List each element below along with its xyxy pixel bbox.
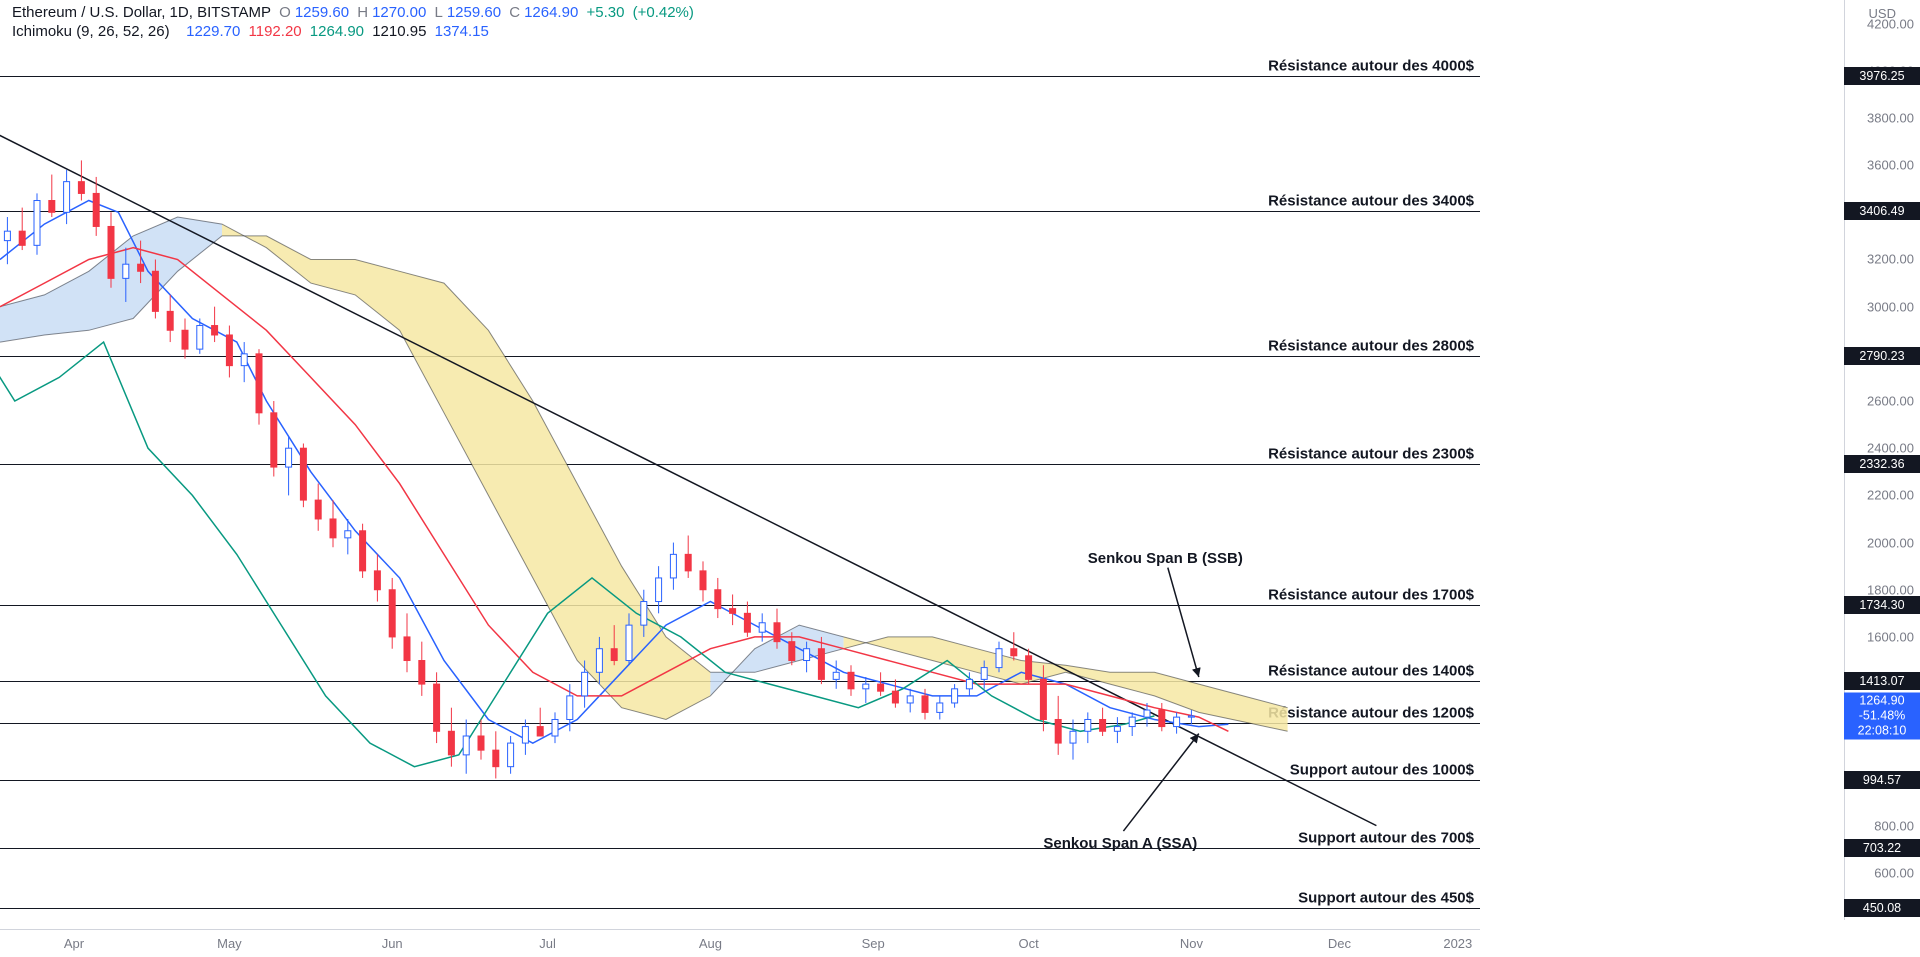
price-change: +5.30: [586, 4, 624, 21]
indicator-line: Ichimoku (9, 26, 52, 26) 1229.70 1192.20…: [12, 23, 698, 40]
y-tick: 2600.00: [1867, 394, 1914, 409]
price-level-label: 450.08: [1844, 899, 1920, 917]
y-tick: 2400.00: [1867, 441, 1914, 456]
indicator-name[interactable]: Ichimoku (9, 26, 52, 26): [12, 23, 170, 40]
y-tick: 2000.00: [1867, 535, 1914, 550]
y-tick: 1600.00: [1867, 629, 1914, 644]
y-tick: 3800.00: [1867, 110, 1914, 125]
x-tick: Dec: [1328, 936, 1351, 951]
price-change-pct: (+0.42%): [633, 4, 694, 21]
current-price-label: 1264.90-51.48%22:08:10: [1844, 692, 1920, 739]
y-tick: 3200.00: [1867, 252, 1914, 267]
ichimoku-v1: 1229.70: [186, 23, 240, 40]
price-level-label: 1413.07: [1844, 672, 1920, 690]
chart-plot-area[interactable]: Résistance autour des 4000$Résistance au…: [0, 0, 1480, 920]
y-tick: 2200.00: [1867, 488, 1914, 503]
y-tick: 1800.00: [1867, 582, 1914, 597]
y-tick: 3000.00: [1867, 299, 1914, 314]
y-tick: 3600.00: [1867, 158, 1914, 173]
ohlc-o: 1259.60: [295, 4, 349, 21]
y-axis[interactable]: USD 4200.004000.003800.003600.003400.003…: [1844, 0, 1920, 920]
x-tick: Jun: [382, 936, 403, 951]
x-tick: Oct: [1018, 936, 1038, 951]
y-tick: 600.00: [1874, 865, 1914, 880]
ichimoku-v5: 1374.15: [435, 23, 489, 40]
x-tick: Jul: [539, 936, 556, 951]
x-tick: Aug: [699, 936, 722, 951]
ohlc-l: 1259.60: [447, 4, 501, 21]
ohlc-o-label: O: [279, 4, 291, 21]
chart-canvas: [0, 0, 1480, 920]
ichimoku-v4: 1210.95: [372, 23, 426, 40]
symbol-name[interactable]: Ethereum / U.S. Dollar, 1D, BITSTAMP: [12, 4, 271, 21]
price-level-label: 3406.49: [1844, 202, 1920, 220]
y-tick: 800.00: [1874, 818, 1914, 833]
ichimoku-v2: 1192.20: [249, 23, 302, 40]
ohlc-c: 1264.90: [524, 4, 578, 21]
ichimoku-v3: 1264.90: [310, 23, 364, 40]
price-level-label: 3976.25: [1844, 67, 1920, 85]
ohlc-h: 1270.00: [372, 4, 426, 21]
x-tick: 2023: [1443, 936, 1472, 951]
x-axis[interactable]: Apr May Jun Jul Aug Sep Oct Nov Dec 2023: [0, 929, 1480, 957]
x-tick: Sep: [862, 936, 885, 951]
price-level-label: 994.57: [1844, 771, 1920, 789]
chart-legend: Ethereum / U.S. Dollar, 1D, BITSTAMP O12…: [12, 4, 698, 40]
y-tick: 4200.00: [1867, 16, 1914, 31]
price-level-label: 1734.30: [1844, 596, 1920, 614]
ohlc-h-label: H: [357, 4, 368, 21]
ohlc-c-label: C: [509, 4, 520, 21]
ohlc-l-label: L: [434, 4, 442, 21]
x-tick: May: [217, 936, 242, 951]
price-level-label: 703.22: [1844, 839, 1920, 857]
price-level-label: 2790.23: [1844, 347, 1920, 365]
x-tick: Apr: [64, 936, 84, 951]
x-tick: Nov: [1180, 936, 1203, 951]
price-level-label: 2332.36: [1844, 455, 1920, 473]
symbol-line: Ethereum / U.S. Dollar, 1D, BITSTAMP O12…: [12, 4, 698, 21]
